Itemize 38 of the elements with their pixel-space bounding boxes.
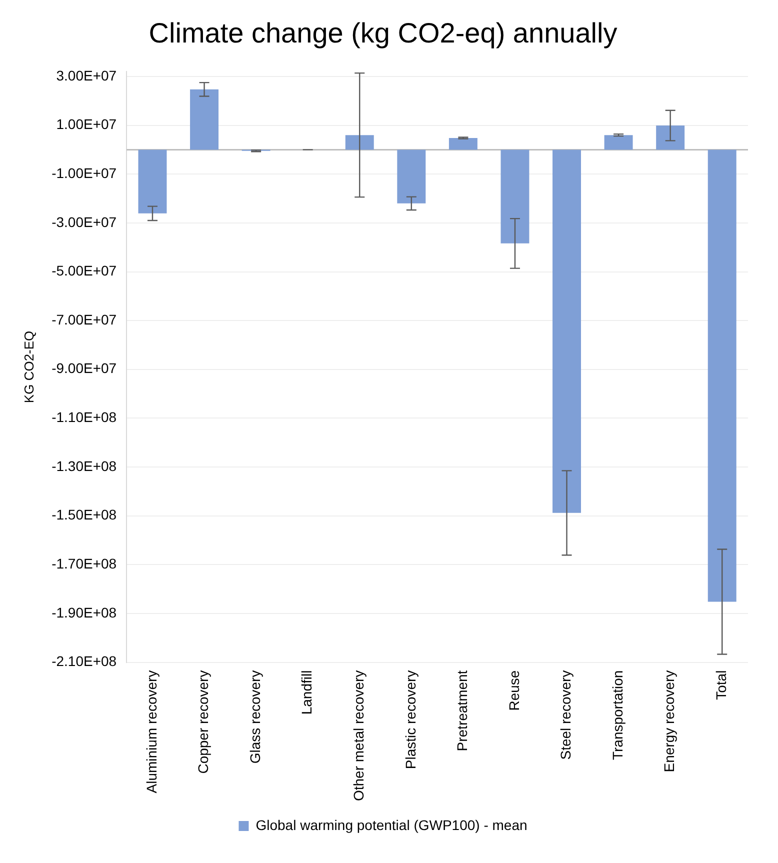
x-tick-label: Energy recovery bbox=[661, 670, 678, 772]
bar bbox=[345, 135, 374, 150]
x-tick-label: Glass recovery bbox=[246, 670, 263, 764]
bar bbox=[604, 135, 633, 150]
y-tick-label: -1.00E+07 bbox=[52, 164, 117, 181]
y-tick-label: -9.00E+07 bbox=[52, 360, 117, 376]
bar bbox=[190, 89, 219, 150]
bar bbox=[397, 150, 426, 204]
y-tick-label: -7.00E+07 bbox=[52, 311, 117, 328]
x-tick-label: Steel recovery bbox=[558, 670, 574, 760]
x-tick-label: Reuse bbox=[506, 670, 522, 711]
y-tick-label: 1.00E+07 bbox=[56, 116, 117, 132]
x-tick-label: Other metal recovery bbox=[350, 670, 366, 802]
y-tick-label: 3.00E+07 bbox=[56, 67, 117, 84]
x-tick-label: Total bbox=[712, 670, 729, 700]
x-tick-label: Pretreatment bbox=[454, 670, 470, 752]
y-axis-title: KG CO2-EQ bbox=[21, 330, 36, 404]
x-tick-label: Copper recovery bbox=[195, 670, 212, 774]
y-tick-label: -1.70E+08 bbox=[52, 556, 117, 572]
bar bbox=[138, 150, 167, 214]
bar bbox=[552, 150, 581, 513]
x-tick-label: Landfill bbox=[298, 670, 315, 715]
y-tick-label: -1.10E+08 bbox=[52, 409, 117, 426]
y-tick-label: -1.30E+08 bbox=[52, 458, 117, 474]
legend-label: Global warming potential (GWP100) - mean bbox=[256, 816, 528, 833]
bar bbox=[448, 138, 478, 150]
y-tick-label: -1.50E+08 bbox=[52, 506, 117, 523]
bar bbox=[708, 150, 736, 602]
y-tick-label: -1.90E+08 bbox=[52, 604, 117, 620]
bar bbox=[500, 150, 530, 244]
bar bbox=[656, 126, 685, 150]
x-tick-label: Plastic recovery bbox=[402, 670, 418, 770]
y-tick-label: -2.10E+08 bbox=[52, 653, 117, 670]
x-tick-label: Aluminium recovery bbox=[143, 670, 160, 794]
y-tick-label: -5.00E+07 bbox=[52, 262, 117, 279]
x-tick-label: Transportation bbox=[609, 670, 626, 760]
chart-title: Climate change (kg CO2-eq) annually bbox=[148, 18, 618, 49]
y-tick-label: -3.00E+07 bbox=[52, 214, 117, 230]
